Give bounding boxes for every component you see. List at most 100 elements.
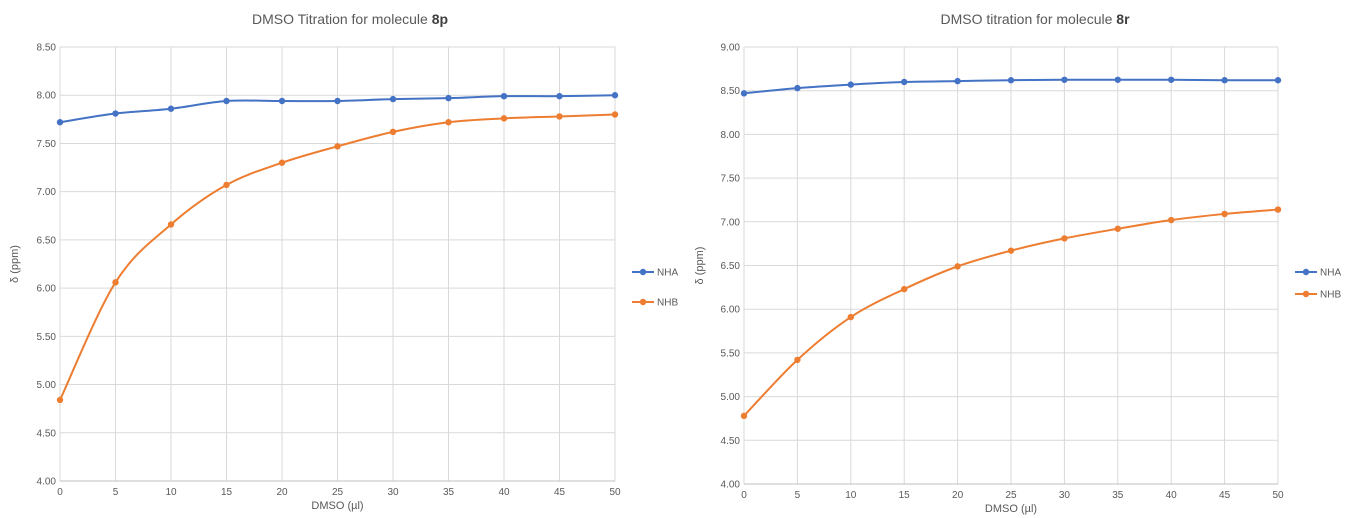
- data-point-nha: [611, 92, 619, 99]
- y-tick-label: 8.50: [721, 86, 741, 97]
- x-axis-label: DMSO (µl): [311, 500, 363, 512]
- x-tick-label: 45: [554, 487, 566, 498]
- x-tick-label: 25: [1005, 490, 1017, 501]
- y-tick-label: 6.00: [721, 305, 741, 316]
- legend-marker-nhb: [1302, 290, 1310, 298]
- legend-marker-nhb: [639, 298, 647, 306]
- y-tick-label: 5.00: [37, 380, 57, 391]
- legend-label-nha: NHA: [657, 268, 678, 279]
- x-tick-label: 50: [1272, 490, 1284, 501]
- series-line-nhb: [59, 113, 616, 401]
- data-point-nhb: [500, 115, 508, 122]
- data-point-nhb: [1168, 216, 1175, 224]
- x-tick-label: 50: [609, 487, 621, 498]
- legend-marker-nha: [1302, 268, 1310, 276]
- x-tick-label: 15: [221, 487, 233, 498]
- chart-title: DMSO Titration for molecule 8p: [252, 11, 448, 27]
- data-point-nha: [1168, 76, 1175, 83]
- data-point-nha: [223, 97, 230, 105]
- legend-marker-nha: [639, 268, 647, 276]
- data-point-nha: [500, 92, 508, 100]
- data-point-nha: [901, 78, 908, 86]
- y-tick-label: 8.50: [37, 43, 57, 54]
- data-point-nhb: [1114, 225, 1122, 232]
- data-point-nhb: [223, 181, 230, 189]
- x-tick-label: 15: [899, 490, 911, 501]
- y-axis-label: δ (ppm): [694, 247, 706, 285]
- data-point-nha: [389, 95, 397, 103]
- data-point-nhb: [1061, 235, 1068, 242]
- y-tick-label: 7.50: [721, 174, 741, 185]
- data-point-nhb: [901, 285, 908, 293]
- x-tick-label: 35: [1112, 490, 1124, 501]
- x-tick-label: 35: [443, 487, 455, 498]
- data-point-nha: [1274, 77, 1282, 84]
- x-tick-label: 10: [845, 490, 857, 501]
- data-point-nha: [278, 97, 286, 105]
- chart-title-text: DMSO Titration for molecule: [252, 11, 432, 27]
- x-tick-label: 5: [795, 490, 801, 501]
- x-tick-label: 20: [276, 487, 288, 498]
- chart-title-molecule: 8p: [432, 11, 448, 27]
- data-point-nha: [56, 119, 64, 126]
- x-tick-label: 40: [1166, 490, 1178, 501]
- data-point-nha: [1221, 77, 1228, 84]
- y-tick-label: 4.00: [721, 480, 741, 491]
- y-tick-label: 4.50: [721, 436, 741, 447]
- data-point-nha: [1061, 76, 1068, 83]
- y-tick-label: 5.00: [721, 392, 741, 403]
- x-tick-label: 0: [741, 490, 747, 501]
- data-point-nha: [445, 94, 452, 102]
- x-tick-label: 40: [498, 487, 510, 498]
- y-tick-label: 5.50: [37, 332, 57, 343]
- y-tick-label: 4.50: [37, 428, 57, 439]
- data-point-nhb: [112, 279, 119, 286]
- y-tick-label: 4.00: [37, 477, 57, 488]
- y-tick-label: 6.00: [37, 284, 57, 295]
- x-tick-label: 25: [332, 487, 344, 498]
- chart-title-text: DMSO titration for molecule: [940, 11, 1116, 27]
- data-point-nha: [794, 84, 801, 92]
- data-point-nhb: [740, 412, 748, 420]
- data-point-nha: [1114, 76, 1122, 83]
- y-axis-label: δ (ppm): [9, 245, 21, 283]
- y-tick-label: 7.50: [37, 139, 57, 150]
- data-point-nhb: [1274, 206, 1282, 213]
- data-point-nha: [954, 77, 961, 85]
- data-point-nha: [112, 110, 119, 117]
- x-tick-label: 30: [387, 487, 399, 498]
- y-tick-label: 8.00: [37, 91, 57, 102]
- x-tick-label: 45: [1219, 490, 1231, 501]
- data-point-nhb: [278, 159, 286, 166]
- data-point-nha: [847, 81, 854, 88]
- data-point-nhb: [1007, 247, 1015, 254]
- legend-label-nhb: NHB: [657, 298, 678, 309]
- data-point-nha: [1007, 77, 1015, 84]
- data-point-nhb: [1221, 210, 1228, 218]
- data-point-nhb: [611, 111, 619, 118]
- data-point-nhb: [954, 263, 961, 270]
- y-tick-label: 6.50: [721, 261, 741, 272]
- data-point-nhb: [389, 128, 397, 136]
- data-point-nhb: [445, 119, 452, 126]
- data-point-nha: [167, 105, 175, 112]
- x-tick-label: 30: [1059, 490, 1071, 501]
- y-tick-label: 9.00: [721, 43, 741, 54]
- chart-title-molecule: 8r: [1116, 11, 1130, 27]
- legend-label-nhb: NHB: [1320, 290, 1341, 301]
- data-point-nha: [556, 92, 563, 100]
- y-tick-label: 8.00: [721, 130, 741, 141]
- chart-1: DMSO Titration for molecule 8p 4.00 4.50 5.…: [9, 11, 678, 512]
- data-point-nhb: [167, 221, 175, 228]
- legend-label-nha: NHA: [1320, 268, 1341, 279]
- data-point-nhb: [56, 396, 64, 404]
- data-point-nhb: [556, 113, 563, 120]
- x-tick-label: 5: [113, 487, 119, 498]
- data-point-nhb: [847, 313, 854, 321]
- data-point-nha: [334, 97, 341, 105]
- chart-title: DMSO titration for molecule 8r: [940, 11, 1130, 27]
- chart-2: DMSO titration for molecule 8r 4.00 4.50 5.…: [694, 11, 1341, 515]
- data-point-nhb: [794, 356, 801, 364]
- x-tick-label: 0: [57, 487, 63, 498]
